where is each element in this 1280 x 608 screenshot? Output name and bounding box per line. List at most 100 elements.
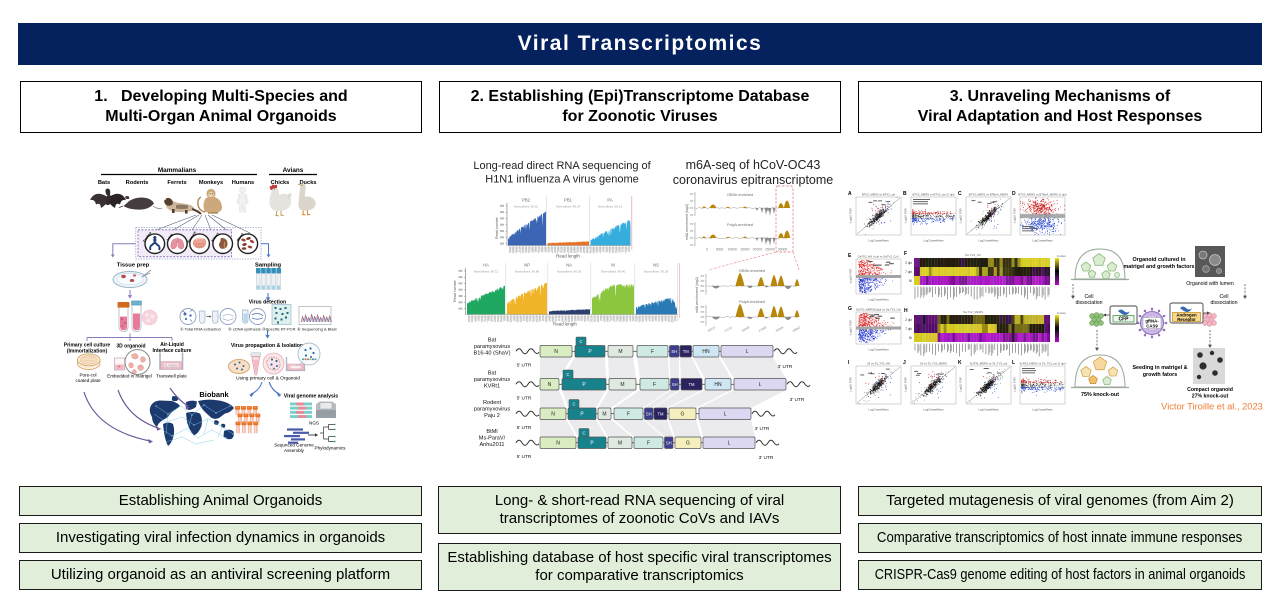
svg-text:NI: NI xyxy=(909,279,912,283)
svg-text:Embedded in matrigel: Embedded in matrigel xyxy=(107,374,152,379)
svg-text:Cell: Cell xyxy=(1220,294,1229,300)
svg-text:G: G xyxy=(681,412,685,418)
svg-text:Z-score: Z-score xyxy=(1057,311,1066,315)
svg-text:3' UTR: 3' UTR xyxy=(790,397,805,403)
svg-text:Normalized: 96.24: Normalized: 96.24 xyxy=(556,205,581,209)
svg-text:-Log10 FDR: -Log10 FDR xyxy=(849,208,853,223)
svg-text:③Specific RT-PCR: ③Specific RT-PCR xyxy=(262,327,296,332)
svg-text:D: D xyxy=(1012,191,1016,197)
svg-text:P: P xyxy=(588,349,592,355)
svg-text:26510: 26510 xyxy=(707,325,717,333)
svg-text:7 dpi: 7 dpi xyxy=(905,327,912,331)
svg-text:Bat: Bat xyxy=(488,371,497,377)
svg-text:BtMl: BtMl xyxy=(486,429,497,435)
svg-text:Read number: Read number xyxy=(453,279,457,302)
svg-text:15000: 15000 xyxy=(740,248,750,252)
svg-text:Mammalians: Mammalians xyxy=(158,167,197,174)
svg-text:-Log10 FDR: -Log10 FDR xyxy=(959,377,963,392)
svg-text:Interface culture: Interface culture xyxy=(153,348,192,354)
svg-text:Androgen: Androgen xyxy=(1176,313,1197,318)
svg-text:NS: NS xyxy=(653,263,659,268)
svg-text:L: L xyxy=(728,441,731,447)
svg-text:BTV3_MERS vs BTBeA_MERS: BTV3_MERS vs BTBeA_MERS xyxy=(969,193,1009,197)
svg-text:Phylodynamics: Phylodynamics xyxy=(315,446,347,451)
svg-text:PA: PA xyxy=(607,198,612,203)
svg-text:① Total RNA extraction: ① Total RNA extraction xyxy=(180,327,221,332)
svg-text:SH: SH xyxy=(672,382,678,387)
svg-text:Log2 baseMean: Log2 baseMean xyxy=(1032,239,1053,243)
svg-text:m6A enrichment (log2): m6A enrichment (log2) xyxy=(695,277,699,313)
svg-text:Z-score: Z-score xyxy=(1057,254,1066,258)
svg-text:Rodent: Rodent xyxy=(483,400,501,406)
svg-text:N: N xyxy=(548,382,552,388)
svg-text:PB2: PB2 xyxy=(522,198,531,203)
svg-text:5' UTR: 5' UTR xyxy=(517,363,532,369)
svg-text:G: G xyxy=(686,441,690,447)
svg-text:NGS: NGS xyxy=(309,421,319,426)
svg-text:dissociation: dissociation xyxy=(1210,300,1237,306)
svg-text:27698: 27698 xyxy=(758,325,768,333)
svg-text:Log2 baseMean: Log2 baseMean xyxy=(868,348,889,352)
svg-text:5' UTR: 5' UTR xyxy=(517,454,532,460)
svg-text:Seeding in matrigel &: Seeding in matrigel & xyxy=(1132,365,1187,371)
svg-text:Assembly: Assembly xyxy=(284,448,305,453)
svg-text:Chicks: Chicks xyxy=(271,180,290,186)
svg-text:Tissue prep: Tissue prep xyxy=(117,263,150,269)
svg-text:2 dpi: 2 dpi xyxy=(905,261,912,265)
svg-text:L: L xyxy=(724,412,727,418)
svg-text:Log2 baseMean: Log2 baseMean xyxy=(868,408,889,412)
svg-text:G: G xyxy=(848,306,852,312)
svg-text:SLR33_MERS vs 33_TV3_ctrl (2 d: SLR33_MERS vs 33_TV3_ctrl (2 dpi) xyxy=(1019,362,1065,366)
svg-text:F: F xyxy=(627,412,630,418)
svg-text:I: I xyxy=(848,360,850,366)
svg-text:Using primary cell & Organoid: Using primary cell & Organoid xyxy=(236,375,300,381)
svg-text:L: L xyxy=(1012,360,1015,366)
svg-text:-Log10 FDR: -Log10 FDR xyxy=(904,377,908,392)
svg-text:Avians: Avians xyxy=(283,167,304,174)
svg-text:Long-read direct RNA sequencin: Long-read direct RNA sequencing of xyxy=(473,160,651,172)
svg-text:Ferrets: Ferrets xyxy=(167,180,186,186)
svg-text:SH: SH xyxy=(646,412,652,417)
svg-text:SaTV2_HN d ctrl vs SaTV2_CoV: SaTV2_HN d ctrl vs SaTV2_CoV xyxy=(858,255,899,259)
svg-text:30000: 30000 xyxy=(778,248,788,252)
svg-text:PB1: PB1 xyxy=(564,198,573,203)
svg-text:Log2 baseMean: Log2 baseMean xyxy=(923,408,944,412)
svg-text:-Log10 FDR: -Log10 FDR xyxy=(959,208,963,223)
svg-text:L: L xyxy=(746,349,749,355)
svg-text:Cell: Cell xyxy=(1085,294,1094,300)
svg-text:3' UTR: 3' UTR xyxy=(778,364,793,370)
svg-text:Sa.TV2_ctrl: Sa.TV2_ctrl xyxy=(965,253,981,257)
svg-text:GBSe-enriched: GBSe-enriched xyxy=(739,269,765,273)
svg-text:NP: NP xyxy=(524,263,530,268)
svg-text:Compact organoid: Compact organoid xyxy=(1187,387,1233,393)
svg-text:3D organoid: 3D organoid xyxy=(116,344,145,350)
svg-text:Virus detection: Virus detection xyxy=(249,300,286,306)
svg-text:25000: 25000 xyxy=(765,248,775,252)
svg-text:C: C xyxy=(579,339,582,344)
svg-text:BTV2_MERS vs BTV2_ctrl (2 dpi): BTV2_MERS vs BTV2_ctrl (2 dpi) xyxy=(913,193,955,197)
svg-text:Log2 baseMean: Log2 baseMean xyxy=(868,239,889,243)
svg-text:HA: HA xyxy=(483,263,489,268)
svg-text:Blood: Blood xyxy=(236,232,244,242)
svg-text:F: F xyxy=(904,251,907,257)
svg-text:C: C xyxy=(958,191,962,197)
svg-text:20000: 20000 xyxy=(753,248,763,252)
svg-text:K: K xyxy=(958,360,962,366)
svg-text:28662: 28662 xyxy=(792,325,802,333)
svg-text:3' UTR: 3' UTR xyxy=(755,426,770,432)
svg-text:Log2 baseMean: Log2 baseMean xyxy=(1032,408,1053,412)
svg-text:0: 0 xyxy=(706,248,708,252)
svg-text:Viral genome analysis: Viral genome analysis xyxy=(284,394,339,400)
svg-text:④ Sequencing & Blast: ④ Sequencing & Blast xyxy=(297,327,337,332)
svg-text:Monkeys: Monkeys xyxy=(199,180,223,186)
svg-text:-Log10 FDR: -Log10 FDR xyxy=(849,377,853,392)
svg-text:-Log10 FDR: -Log10 FDR xyxy=(849,269,853,284)
svg-text:C: C xyxy=(566,372,569,377)
svg-text:SH: SH xyxy=(666,441,672,446)
svg-text:KVRt1: KVRt1 xyxy=(484,383,500,389)
svg-text:CAS9: CAS9 xyxy=(1146,323,1158,328)
svg-text:GBSe-enriched: GBSe-enriched xyxy=(727,193,753,197)
svg-text:Virus propagation & Isolation: Virus propagation & Isolation xyxy=(231,343,303,349)
svg-text:5' UTR: 5' UTR xyxy=(517,396,532,402)
svg-text:Rodents: Rodents xyxy=(126,180,149,186)
